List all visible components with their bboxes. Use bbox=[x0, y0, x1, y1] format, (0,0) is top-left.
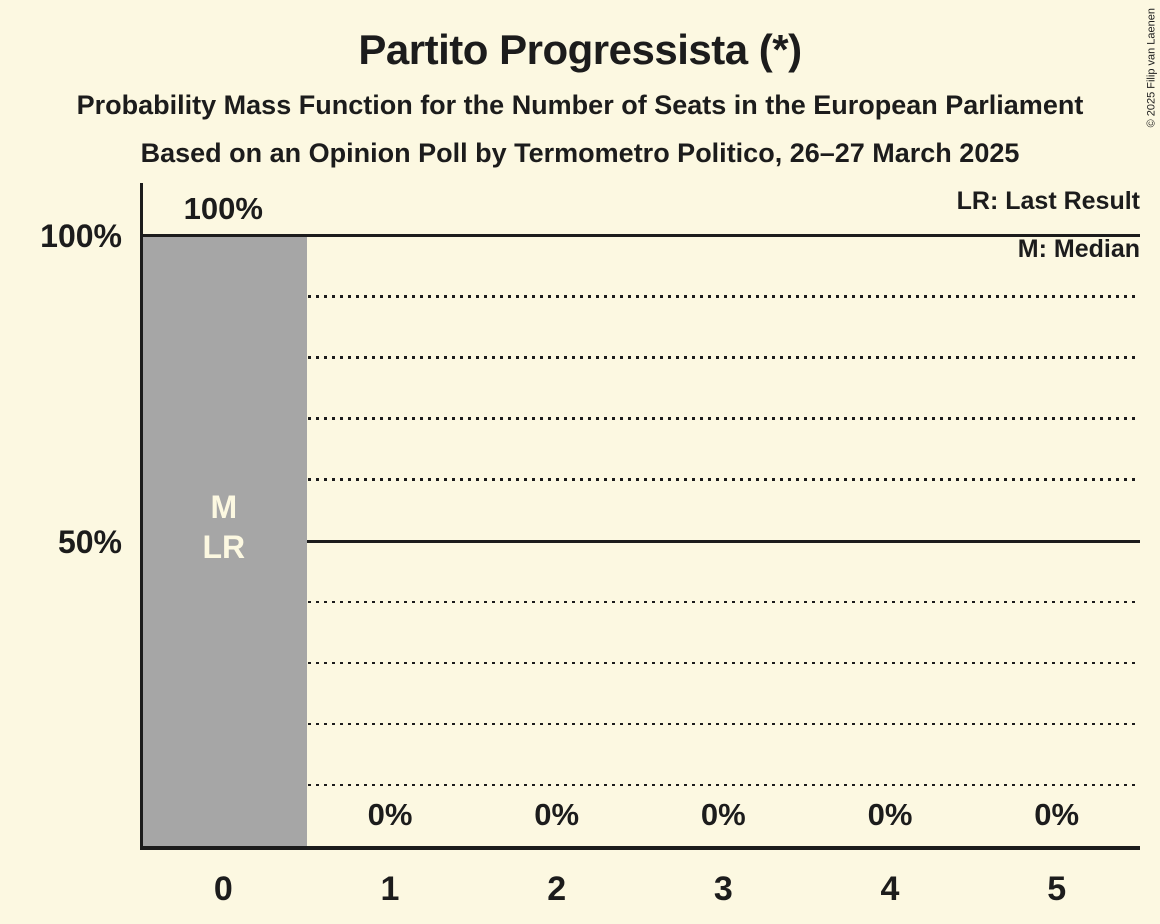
chart-title: Partito Progressista (*) bbox=[358, 26, 802, 73]
bar-annotation-median-last-result: M LR bbox=[141, 487, 307, 567]
x-tick-label-3: 3 bbox=[713, 870, 733, 908]
chart-source-line: Based on an Opinion Poll by Termometro P… bbox=[140, 138, 1020, 168]
median-marker-label: M bbox=[210, 489, 238, 525]
legend-median: M: Median bbox=[1017, 235, 1140, 263]
y-axis-line bbox=[140, 183, 143, 848]
y-tick-label-50pct: 50% bbox=[57, 523, 122, 560]
gridline-dotted-70pct bbox=[140, 417, 1140, 420]
gridline-dotted-60pct bbox=[140, 478, 1140, 481]
gridline-dotted-40pct bbox=[140, 600, 1140, 604]
plot-area: M LR 100% 0% 0% 0% 0% 0% bbox=[140, 183, 1140, 850]
x-tick-label-0: 0 bbox=[213, 870, 233, 908]
copyright-notice: © 2025 Filip van Laenen bbox=[1145, 8, 1157, 128]
gridline-solid-50pct bbox=[140, 539, 1140, 543]
bar-value-label-0: 100% bbox=[183, 191, 263, 226]
gridline-dotted-20pct bbox=[140, 722, 1140, 726]
bar-value-label-1: 0% bbox=[367, 797, 413, 832]
chart-subtitle: Probability Mass Function for the Number… bbox=[76, 90, 1084, 120]
x-tick-label-5: 5 bbox=[1047, 870, 1067, 908]
bar-value-label-3: 0% bbox=[700, 797, 746, 832]
gridline-solid-100pct bbox=[140, 234, 1140, 237]
bar-value-label-2: 0% bbox=[534, 797, 580, 832]
legend-last-result: LR: Last Result bbox=[956, 187, 1140, 215]
x-tick-label-4: 4 bbox=[880, 870, 900, 908]
last-result-marker-label: LR bbox=[202, 529, 246, 565]
bar-seats-0: M LR bbox=[141, 237, 307, 848]
bar-value-label-5: 0% bbox=[1034, 797, 1080, 832]
bar-value-label-4: 0% bbox=[867, 797, 913, 832]
y-tick-label-100pct: 100% bbox=[40, 218, 122, 254]
x-axis-line bbox=[140, 846, 1140, 850]
gridline-dotted-30pct bbox=[140, 661, 1140, 665]
gridline-dotted-80pct bbox=[140, 356, 1140, 359]
gridline-dotted-10pct bbox=[140, 783, 1140, 787]
gridline-dotted-90pct bbox=[140, 295, 1140, 298]
x-tick-label-2: 2 bbox=[547, 870, 567, 908]
x-tick-label-1: 1 bbox=[380, 870, 400, 908]
